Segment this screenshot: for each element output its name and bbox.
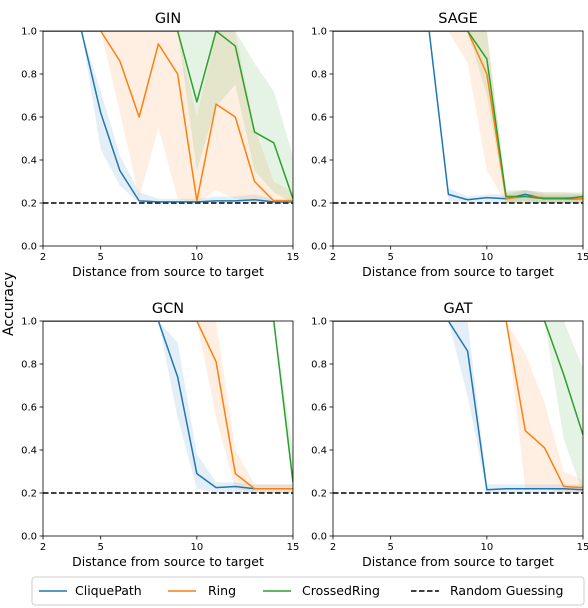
y-tick-label-gat-0: 0.0 (311, 532, 327, 543)
x-tick-label-gat-2: 2 (330, 542, 336, 553)
plot-area-sage (333, 31, 583, 204)
plot-area-gcn (43, 321, 293, 494)
x-tick-label-gin-15: 15 (287, 252, 300, 263)
axes-frame-gcn (42, 320, 294, 537)
y-tick-label-gin-0.2: 0.2 (21, 199, 37, 210)
y-tick-label-sage-0.4: 0.4 (311, 156, 327, 167)
series-cliquepath-gin (43, 31, 293, 203)
band-ring-gat (333, 321, 583, 493)
subplot-gat: 2 5 10 15 0.0 0.2 0.4 0.6 0.8 1.0 GAT Distance from… (311, 301, 588, 569)
subplot-title-gin: GIN (155, 11, 181, 27)
x-axis-label-gcn: Distance from source to target (72, 554, 264, 569)
y-tick-label-sage-0.6: 0.6 (311, 113, 327, 124)
y-axis-label: Accuracy (1, 272, 17, 336)
subplot-sage: 2 5 10 15 0.0 0.2 0.4 0.6 0.8 1.0 SAGE Distance fro… (311, 11, 588, 279)
y-tick-label-gat-0.6: 0.6 (311, 403, 327, 414)
x-tick-label-sage-2: 2 (330, 252, 336, 263)
y-tick-label-sage-0.8: 0.8 (311, 70, 327, 81)
x-tick-label-gin-2: 2 (40, 252, 46, 263)
legend-label-cliquepath: CliquePath (75, 583, 142, 598)
x-tick-label-gcn-2: 2 (40, 542, 46, 553)
subplot-gcn: 2 5 10 15 0.0 0.2 0.4 0.6 0.8 1.0 GCN Distance from… (21, 301, 299, 569)
x-tick-label-sage-10: 10 (480, 252, 493, 263)
y-tick-label-gat-0.4: 0.4 (311, 446, 327, 457)
legend-label-ring: Ring (208, 583, 236, 598)
y-tick-label-sage-0: 0.0 (311, 242, 327, 253)
y-tick-label-gat-1: 1.0 (311, 317, 327, 328)
y-tick-label-gcn-0.8: 0.8 (21, 360, 37, 371)
x-tick-label-gat-5: 5 (388, 542, 394, 553)
y-tick-label-gin-0: 0.0 (21, 242, 37, 253)
subplot-title-gat: GAT (444, 301, 473, 317)
y-tick-label-gcn-0.6: 0.6 (21, 403, 37, 414)
series-ring-gat (333, 321, 583, 489)
x-axis-label-gin: Distance from source to target (72, 264, 264, 279)
subplot-title-gcn: GCN (152, 301, 184, 317)
band-cliquepath-gcn (43, 321, 293, 493)
y-tick-label-gcn-1: 1.0 (21, 317, 37, 328)
series-cliquepath-sage (333, 31, 583, 201)
y-tick-label-sage-0.2: 0.2 (311, 199, 327, 210)
band-crossedring-gin (43, 31, 293, 203)
y-tick-label-sage-1: 1.0 (311, 27, 327, 38)
series-crossedring-sage (333, 31, 583, 200)
x-tick-label-gcn-10: 10 (190, 542, 203, 553)
y-tick-label-gcn-0.2: 0.2 (21, 489, 37, 500)
y-tick-label-gin-0.4: 0.4 (21, 156, 37, 167)
x-tick-label-gat-10: 10 (480, 542, 493, 553)
band-ring-gin (43, 31, 293, 203)
x-tick-label-gcn-15: 15 (287, 542, 300, 553)
x-tick-label-sage-5: 5 (388, 252, 394, 263)
band-crossedring-gat (333, 321, 583, 493)
legend-label-crossedring: CrossedRing (302, 583, 380, 598)
y-tick-label-gin-0.6: 0.6 (21, 113, 37, 124)
axes-frame-gin (42, 30, 294, 247)
legend-box (31, 576, 585, 606)
band-ring-sage (333, 31, 583, 203)
x-tick-label-sage-15: 15 (577, 252, 588, 263)
legend: CliquePath Ring CrossedRing Random Guessing (31, 576, 585, 606)
series-ring-gcn (43, 321, 293, 490)
axes-frame-gat (332, 320, 584, 537)
subplot-title-sage: SAGE (438, 11, 478, 27)
band-cliquepath-gat (333, 321, 583, 493)
x-axis-label-gat: Distance from source to target (362, 554, 554, 569)
subplot-gin: 2 5 10 15 0.0 0.2 0.4 0.6 0.8 1.0 GIN Distance from… (21, 11, 299, 279)
y-tick-label-gcn-0: 0.0 (21, 532, 37, 543)
band-cliquepath-sage (333, 31, 583, 203)
y-tick-label-gin-0.8: 0.8 (21, 70, 37, 81)
x-tick-label-gat-15: 15 (577, 542, 588, 553)
y-tick-label-gat-0.2: 0.2 (311, 489, 327, 500)
series-cliquepath-gcn (43, 321, 293, 490)
series-cliquepath-gat (333, 321, 583, 491)
y-tick-label-gcn-0.4: 0.4 (21, 446, 37, 457)
x-axis-label-sage: Distance from source to target (362, 264, 554, 279)
subplots-grid: 2 5 10 15 0.0 0.2 0.4 0.6 0.8 1.0 GIN Distance from… (21, 11, 588, 569)
x-tick-label-gin-5: 5 (98, 252, 104, 263)
x-tick-label-gin-10: 10 (190, 252, 203, 263)
y-tick-label-gin-1: 1.0 (21, 27, 37, 38)
x-tick-label-gcn-5: 5 (98, 542, 104, 553)
axes-frame-sage (332, 30, 584, 247)
series-crossedring-gin (43, 31, 293, 199)
plot-area-gat (333, 321, 583, 494)
series-ring-sage (333, 31, 583, 200)
plot-area-gin (43, 31, 293, 204)
band-crossedring-sage (333, 31, 583, 203)
legend-label-random-guessing: Random Guessing (450, 583, 563, 598)
series-ring-gin (43, 31, 293, 202)
y-tick-label-gat-0.8: 0.8 (311, 360, 327, 371)
